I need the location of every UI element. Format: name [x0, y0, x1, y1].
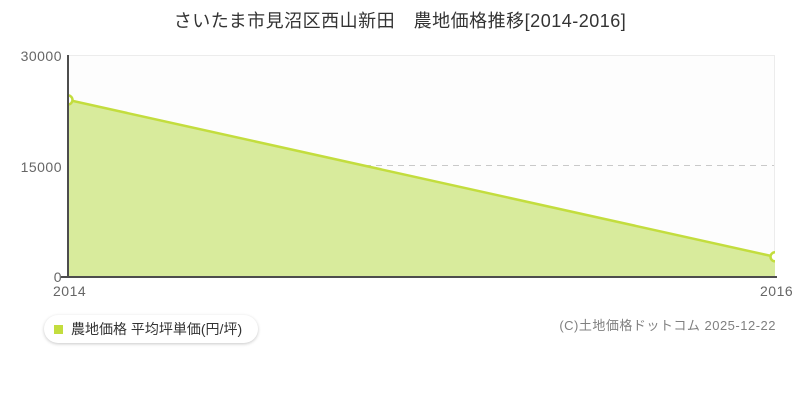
y-tick-label-0: 0 — [53, 269, 62, 285]
legend-swatch-icon — [54, 324, 63, 334]
chart-legend[interactable]: 農地価格 平均坪単価(円/坪) — [44, 315, 259, 343]
copyright-credit: (C)土地価格ドットコム 2025-12-22 — [559, 318, 776, 333]
x-axis-line — [61, 276, 777, 278]
data-point-2014 — [68, 94, 74, 106]
y-tick-label-30000: 30000 — [20, 48, 62, 64]
data-point-2016 — [769, 251, 775, 263]
y-tick-label-15000: 15000 — [20, 159, 62, 175]
x-tick-label-2016: 2016 — [760, 283, 794, 299]
chart-title: さいたま市見沼区西山新田 農地価格推移[2014-2016] — [173, 11, 627, 31]
series-line — [68, 98, 775, 259]
legend-item-label: 農地価格 平均坪単価(円/坪) — [71, 321, 243, 337]
y-axis-line — [67, 55, 69, 277]
plot-svg — [68, 55, 775, 276]
x-tick-label-2014: 2014 — [53, 283, 87, 299]
series-area-fill — [68, 99, 775, 276]
plot-area — [68, 55, 775, 276]
